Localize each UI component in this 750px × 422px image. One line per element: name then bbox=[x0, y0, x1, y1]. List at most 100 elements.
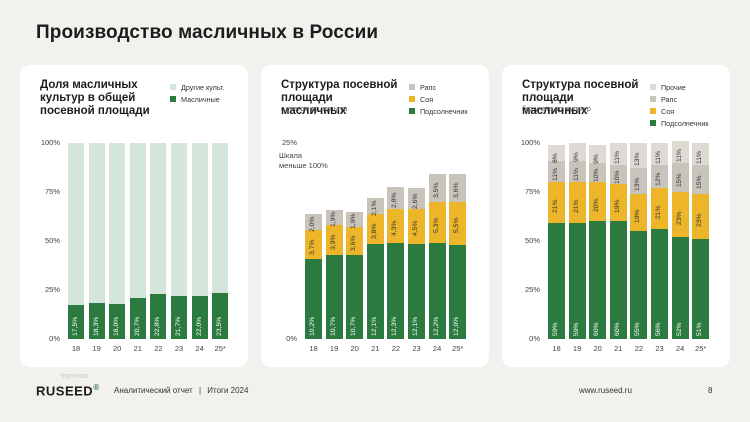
y-tick-label: 50% bbox=[44, 236, 60, 245]
data-label: 13% bbox=[634, 152, 642, 166]
data-label: 5,5% bbox=[453, 217, 461, 234]
data-label: 10,7% bbox=[329, 316, 337, 336]
bar-segment bbox=[68, 304, 84, 339]
legend-swatch bbox=[650, 120, 656, 126]
data-label: 12,1% bbox=[412, 316, 419, 336]
legend-swatch bbox=[170, 84, 176, 90]
bar-segment bbox=[366, 214, 384, 245]
footer-period: Итоги 2024 bbox=[207, 386, 249, 395]
bar-segment bbox=[191, 143, 208, 296]
y-tick-label: 50% bbox=[524, 236, 540, 245]
x-tick-label: 18 bbox=[309, 344, 318, 353]
bar-segment bbox=[109, 303, 126, 339]
chart-card-structure-excl-other: Структура посевной площади масличных без… bbox=[502, 65, 730, 367]
data-label: 18,3% bbox=[92, 316, 100, 336]
y-tick-label: 25% bbox=[44, 285, 60, 294]
data-label: 23% bbox=[675, 210, 683, 225]
bar-segment bbox=[449, 244, 467, 339]
bar-segment bbox=[548, 160, 565, 183]
data-label: 23,5% bbox=[216, 316, 224, 336]
bar-segment bbox=[548, 223, 565, 339]
x-tick-label: 19 bbox=[92, 344, 101, 353]
chart-title: Доля масличных культур в общей посевной … bbox=[40, 79, 150, 117]
chart-title: Структура посевной площади масличных bbox=[522, 79, 639, 117]
chart-card-oilseed-share: Доля масличных культур в общей посевной … bbox=[20, 65, 248, 367]
logo-mark-icon: ® bbox=[93, 383, 100, 392]
legend-label: Рапс bbox=[661, 94, 678, 104]
data-label: 20% bbox=[593, 198, 601, 212]
y-tick-label: 0% bbox=[49, 334, 60, 343]
bar-segment bbox=[428, 174, 446, 202]
data-label: 18,0% bbox=[113, 316, 121, 336]
bar-segment bbox=[609, 143, 627, 165]
bar-segment bbox=[548, 144, 565, 161]
legend-swatch bbox=[170, 96, 176, 102]
bar-segment bbox=[449, 173, 467, 202]
bar-segment bbox=[428, 243, 446, 339]
x-tick-label: 24 bbox=[195, 344, 204, 353]
bar-segment bbox=[671, 162, 689, 192]
bar-segment bbox=[548, 182, 565, 224]
legend-item-rapeseed: Рапс bbox=[650, 93, 709, 105]
data-label: 9% bbox=[593, 153, 601, 164]
bar-segment bbox=[408, 208, 425, 245]
data-label: 3,6% bbox=[350, 235, 358, 252]
bar-segment bbox=[325, 209, 343, 225]
bar-segment bbox=[589, 144, 607, 163]
bar-segment bbox=[366, 244, 384, 339]
bar-segment bbox=[449, 201, 467, 245]
data-label: 21% bbox=[572, 199, 580, 213]
legend-item-rapeseed: Рапс bbox=[409, 81, 468, 93]
x-tick-label: 23 bbox=[174, 344, 184, 353]
bar-segment bbox=[630, 231, 648, 339]
bar-segment bbox=[68, 143, 84, 305]
data-label: 22,8% bbox=[154, 316, 162, 336]
data-label: 59% bbox=[572, 322, 580, 336]
bar-segment bbox=[568, 160, 586, 183]
bar-segment bbox=[387, 186, 405, 209]
bar-segment bbox=[366, 197, 384, 215]
page-number: 8 bbox=[708, 386, 713, 395]
bar-segment bbox=[589, 221, 607, 339]
data-label: 3,7% bbox=[309, 239, 316, 255]
data-label: 8% bbox=[552, 152, 559, 163]
data-label: 19% bbox=[613, 199, 621, 213]
y-tick-label: 25% bbox=[281, 138, 297, 147]
x-tick-label: 22 bbox=[391, 344, 401, 353]
bar-segment bbox=[692, 193, 710, 240]
data-label: 15% bbox=[675, 173, 683, 188]
bar-segment bbox=[408, 188, 425, 209]
x-tick-label: 25* bbox=[214, 344, 226, 353]
legend-swatch bbox=[650, 108, 656, 114]
bar-segment bbox=[325, 224, 343, 256]
x-tick-label: 20 bbox=[593, 344, 602, 353]
bar-segment bbox=[109, 143, 126, 304]
footer-site-link[interactable]: www.ruseed.ru bbox=[579, 386, 632, 395]
legend-label: Рапс bbox=[420, 82, 437, 92]
bar-segment bbox=[212, 143, 229, 293]
chart-subtitle: без учета др. культур bbox=[522, 106, 591, 113]
legend-swatch bbox=[409, 96, 415, 102]
data-label: 19% bbox=[634, 208, 642, 223]
legend-label: Другие культ. bbox=[181, 82, 225, 92]
legend-item-soy: Соя bbox=[409, 93, 468, 105]
data-label: 20,7% bbox=[133, 316, 141, 336]
y-tick-label: 100% bbox=[40, 138, 60, 147]
bar-segment bbox=[150, 143, 167, 295]
data-label: 51% bbox=[696, 322, 704, 336]
data-label: 3,8% bbox=[370, 223, 378, 240]
bar-segment bbox=[568, 143, 586, 161]
data-label: 11% bbox=[675, 148, 683, 162]
bar-segment bbox=[671, 141, 689, 163]
chart-legend: Рапс Соя Подсолнечник bbox=[409, 81, 468, 117]
y-tick-label: 75% bbox=[524, 187, 540, 196]
ruseed-logo[interactable]: RUSEED® bbox=[36, 383, 100, 398]
data-label: 55% bbox=[634, 322, 642, 336]
data-label: 56% bbox=[655, 322, 662, 336]
legend-item-sunflower: Подсолнечник bbox=[409, 105, 468, 117]
bar-segment bbox=[325, 255, 343, 339]
data-label: 11% bbox=[613, 150, 621, 164]
chart-card-structure-incl-other: Структура посевной площади масличных с у… bbox=[261, 65, 489, 367]
data-label: 1,9% bbox=[329, 211, 337, 228]
data-label: 3,9% bbox=[329, 234, 337, 250]
